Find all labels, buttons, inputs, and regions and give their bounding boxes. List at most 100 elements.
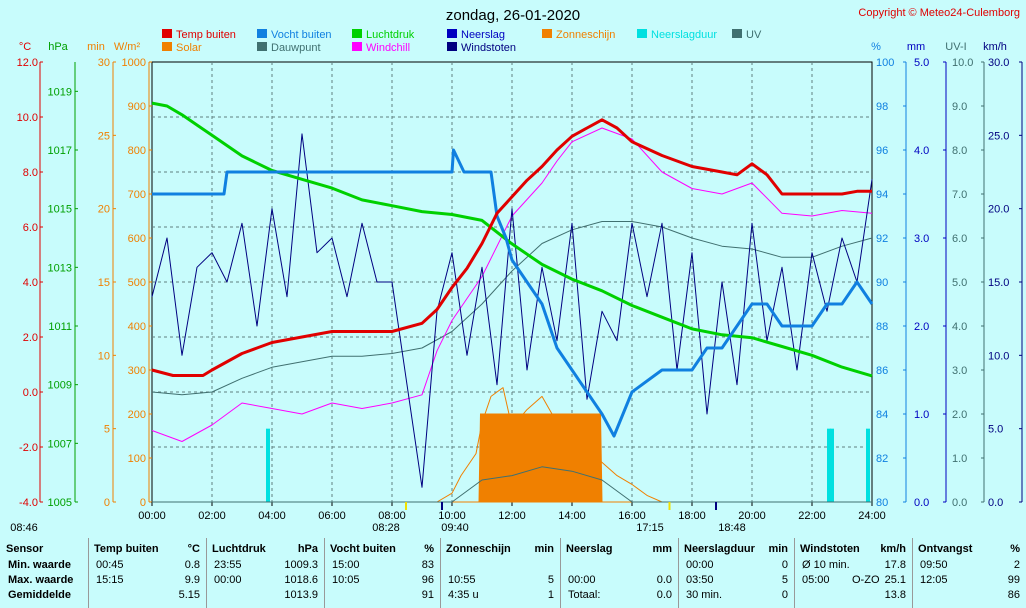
stats-row: 15:00 83 bbox=[324, 558, 440, 573]
stats-header: Luchtdruk hPa bbox=[206, 542, 324, 557]
stats-header-name: Vocht buiten bbox=[330, 543, 396, 555]
kmh-axis-tick-label: 15.0 bbox=[988, 277, 1009, 289]
legend-swatch bbox=[637, 29, 647, 38]
mm-axis-tick-label: 4.0 bbox=[914, 145, 929, 157]
unit-humidity: % bbox=[871, 41, 881, 53]
stats-row: 00:45 0.8 bbox=[88, 558, 206, 573]
stats-time: 05:00 bbox=[802, 574, 830, 586]
stats-row: 10:05 96 bbox=[324, 573, 440, 588]
x-axis-tick-label: 06:00 bbox=[318, 510, 346, 522]
x-axis-tick-label: 12:00 bbox=[498, 510, 526, 522]
solar-axis-tick-label: 500 bbox=[128, 277, 146, 289]
stats-value: 9.9 bbox=[184, 574, 200, 586]
stats-value: 17.8 bbox=[884, 559, 906, 571]
stats-time: 15:15 bbox=[96, 574, 124, 586]
solar-axis-tick-label: 1000 bbox=[122, 57, 146, 69]
stats-header: Sensor bbox=[0, 542, 88, 557]
stats-value: 1009.3 bbox=[284, 559, 318, 571]
unit-uv: UV-I bbox=[945, 41, 966, 53]
minutes-axis-tick-label: 10 bbox=[98, 350, 110, 362]
x-axis-tick-label: 20:00 bbox=[738, 510, 766, 522]
stats-time: 12:05 bbox=[920, 574, 948, 586]
pressure-axis-tick-label: 1005 bbox=[48, 497, 72, 509]
stats-row: 30 min. 0 bbox=[678, 588, 794, 603]
stats-header-unit: % bbox=[424, 543, 434, 555]
legend-swatch bbox=[542, 29, 552, 38]
stats-header-unit: °C bbox=[187, 543, 200, 555]
event-sunset-label: 17:15 bbox=[636, 522, 664, 534]
chart-title: zondag, 26-01-2020 bbox=[446, 7, 580, 24]
stats-time: 15:00 bbox=[332, 559, 360, 571]
legend-swatch bbox=[447, 29, 457, 38]
temp-axis-tick-label: 12.0 bbox=[17, 57, 38, 69]
stats-header: Vocht buiten% bbox=[324, 542, 440, 557]
pressure-axis-tick-label: 1011 bbox=[48, 321, 72, 333]
stats-row: 13.8 bbox=[794, 588, 912, 603]
legend-swatch bbox=[162, 42, 172, 51]
stats-value: 5.15 bbox=[178, 589, 200, 601]
x-axis-tick-label: 04:00 bbox=[258, 510, 286, 522]
uv-axis-tick-label: 4.0 bbox=[952, 321, 967, 333]
humidity-axis-tick-label: 100 bbox=[876, 57, 894, 69]
series-neerslagduur-bar bbox=[827, 428, 831, 502]
stats-value: 1013.9 bbox=[284, 589, 318, 601]
axis-units: °C hPa min W/m² % mm UV-I km/h bbox=[19, 41, 1007, 53]
stats-row: Max. waarde bbox=[0, 573, 88, 588]
stats-value: 91 bbox=[421, 589, 434, 601]
humidity-axis-tick-label: 84 bbox=[876, 409, 888, 421]
event-sunrise-label: 08:28 bbox=[372, 522, 400, 534]
stats-time: Totaal: bbox=[568, 589, 601, 601]
uv-axis-tick-label: 6.0 bbox=[952, 233, 967, 245]
axes: 12.0 10.0 8.0 6.0 4.0 2.0 0.0 -2.0 -4.0 30 25 20 15 1… bbox=[17, 57, 1023, 522]
stats-time: Min. waarde bbox=[8, 559, 71, 571]
pressure-axis-tick-label: 1007 bbox=[48, 438, 72, 450]
solar-axis-tick-label: 800 bbox=[128, 145, 146, 157]
unit-mm: mm bbox=[907, 41, 925, 53]
stats-value: 0.0 bbox=[656, 589, 672, 601]
minutes-axis-tick-label: 0 bbox=[104, 497, 110, 509]
humidity-axis-tick-label: 88 bbox=[876, 321, 888, 333]
legend-label: Zonneschijn bbox=[556, 29, 615, 41]
legend-label: Luchtdruk bbox=[366, 29, 415, 41]
stats-header-name: Luchtdruk bbox=[212, 543, 266, 555]
stats-col: Sensor Min. waarde Max. waarde Gemiddelde bbox=[0, 538, 88, 608]
stats-separator bbox=[206, 538, 207, 608]
mm-axis-tick-label: 1.0 bbox=[914, 409, 929, 421]
stats-header-name: Ontvangst bbox=[918, 543, 973, 555]
legend-label: Neerslagduur bbox=[651, 29, 717, 41]
stats-header: Zonneschijn min bbox=[440, 542, 560, 557]
unit-pressure: hPa bbox=[48, 41, 68, 53]
legend-label: Solar bbox=[176, 42, 202, 54]
temp-axis-tick-label: 8.0 bbox=[23, 167, 38, 179]
stats-row: 03:50 5 bbox=[678, 573, 794, 588]
solar-axis-tick-label: 200 bbox=[128, 409, 146, 421]
stats-row: 91 bbox=[324, 588, 440, 603]
stats-row: Totaal: 0.0 bbox=[560, 588, 678, 603]
kmh-axis-tick-label: 30.0 bbox=[988, 57, 1009, 69]
legend-label: Neerslag bbox=[461, 29, 505, 41]
uv-axis-tick-label: 0.0 bbox=[952, 497, 967, 509]
stats-separator bbox=[324, 538, 325, 608]
stats-header-unit: min bbox=[534, 543, 554, 555]
sun-events: 08:46 08:28 09:40 17:15 18:48 bbox=[10, 502, 746, 534]
stats-row: 4:35 u 1 bbox=[440, 588, 560, 603]
stats-header-name: Zonneschijn bbox=[446, 543, 511, 555]
legend-swatch bbox=[352, 42, 362, 51]
stats-separator bbox=[88, 538, 89, 608]
stats-row: 00:00 0.0 bbox=[560, 573, 678, 588]
weather-chart: zondag, 26-01-2020 Copyright © Meteo24-C… bbox=[10, 7, 1023, 534]
kmh-axis-tick-label: 0.0 bbox=[988, 497, 1003, 509]
stats-col: Zonneschijn min 10:55 5 4:35 u 1 bbox=[440, 538, 560, 608]
pressure-axis-tick-label: 1015 bbox=[48, 204, 72, 216]
pressure-axis-tick-label: 1019 bbox=[48, 86, 72, 98]
x-axis-tick-label: 24:00 bbox=[858, 510, 886, 522]
stats-row: 10:55 5 bbox=[440, 573, 560, 588]
stats-header: Windstoten km/h bbox=[794, 542, 912, 557]
x-axis-tick-label: 18:00 bbox=[678, 510, 706, 522]
legend-swatch bbox=[162, 29, 172, 38]
unit-solar: W/m² bbox=[114, 41, 141, 53]
series-uv bbox=[152, 466, 872, 503]
stats-value: 0.8 bbox=[184, 559, 200, 571]
stats-row: 86 bbox=[912, 588, 1026, 603]
stats-time: 00:00 bbox=[568, 574, 596, 586]
